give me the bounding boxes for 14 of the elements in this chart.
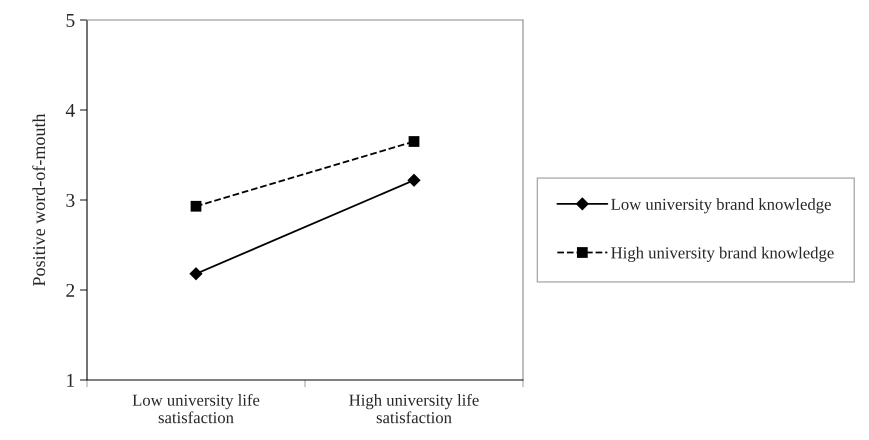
- y-tick-label: 4: [66, 104, 75, 117]
- point: [408, 136, 420, 147]
- legend-label: High university brand knowledge: [611, 246, 834, 262]
- point: [408, 174, 420, 187]
- x-tick-label: Low university life satisfaction: [132, 394, 260, 424]
- point: [190, 200, 202, 212]
- x-tick-label: High university life satisfaction: [349, 394, 479, 424]
- point: [190, 267, 202, 280]
- legend-label: Low university brand knowledge: [611, 198, 831, 214]
- y-axis-title: Positive word-of-mouth: [32, 114, 46, 286]
- y-tick-label: 1: [67, 374, 74, 387]
- y-tick-label: 5: [66, 14, 74, 27]
- y-tick-label: 3: [66, 194, 74, 207]
- y-tick-label: 2: [66, 284, 74, 297]
